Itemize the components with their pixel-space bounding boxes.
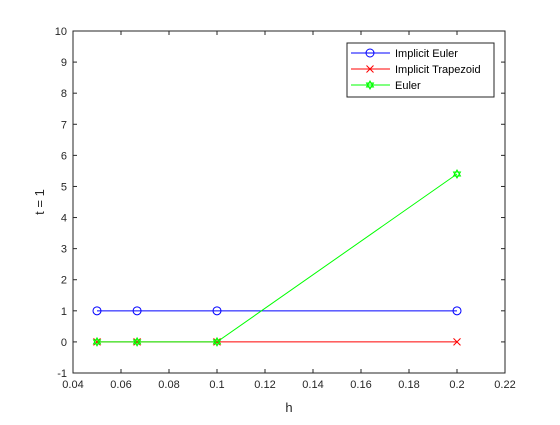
x-tick-label: 0.06 bbox=[110, 379, 131, 391]
axes-box bbox=[72, 30, 506, 374]
y-tick-label: 2 bbox=[61, 275, 67, 287]
data-point bbox=[92, 306, 102, 316]
data-point bbox=[452, 306, 462, 316]
data-point bbox=[132, 306, 142, 316]
data-point bbox=[453, 338, 461, 346]
x-tick-label: 0.08 bbox=[158, 379, 179, 391]
y-axis-label: t = 1 bbox=[32, 189, 47, 215]
x-tick-label: 0.2 bbox=[449, 379, 464, 391]
legend-item: Implicit Trapezoid bbox=[351, 64, 481, 76]
x-tick-label: 0.18 bbox=[398, 379, 419, 391]
x-tick-label: 0.04 bbox=[62, 379, 83, 391]
x-tick-label: 0.16 bbox=[350, 379, 371, 391]
x-tick-label: 0.22 bbox=[494, 379, 515, 391]
series-implicit-euler bbox=[92, 306, 462, 316]
y-tick-label: 6 bbox=[61, 150, 67, 162]
legend-item: Euler bbox=[351, 79, 421, 92]
y-tick-label: -1 bbox=[57, 368, 67, 380]
data-point bbox=[212, 336, 222, 347]
x-axis-label: h bbox=[285, 400, 292, 415]
y-tick-label: 3 bbox=[61, 244, 67, 256]
y-tick-label: 0 bbox=[61, 337, 67, 349]
data-point bbox=[132, 336, 142, 347]
data-point bbox=[92, 336, 102, 347]
y-tick-label: 8 bbox=[61, 88, 67, 100]
legend-label: Implicit Euler bbox=[395, 48, 458, 60]
y-tick-label: 4 bbox=[61, 213, 67, 225]
x-tick-label: 0.12 bbox=[254, 379, 275, 391]
legend-item: Implicit Euler bbox=[351, 48, 458, 60]
legend-label: Euler bbox=[395, 80, 421, 92]
y-tick-label: 10 bbox=[55, 26, 67, 38]
x-tick-label: 0.1 bbox=[209, 379, 224, 391]
data-point bbox=[452, 169, 462, 180]
x-tick-label: 0.14 bbox=[302, 379, 323, 391]
y-tick-label: 9 bbox=[61, 57, 67, 69]
legend: Implicit Euler Implicit Trapezoid Euler bbox=[346, 42, 495, 98]
legend-marker bbox=[365, 48, 375, 58]
y-tick-label: 5 bbox=[61, 181, 67, 193]
legend-marker bbox=[366, 65, 374, 73]
series-line bbox=[97, 173, 458, 343]
legend-marker bbox=[365, 79, 375, 91]
legend-label: Implicit Trapezoid bbox=[395, 64, 481, 76]
series-euler bbox=[92, 169, 462, 347]
y-tick-label: 7 bbox=[61, 119, 67, 131]
y-tick-label: 1 bbox=[61, 306, 67, 318]
data-point bbox=[212, 306, 222, 316]
